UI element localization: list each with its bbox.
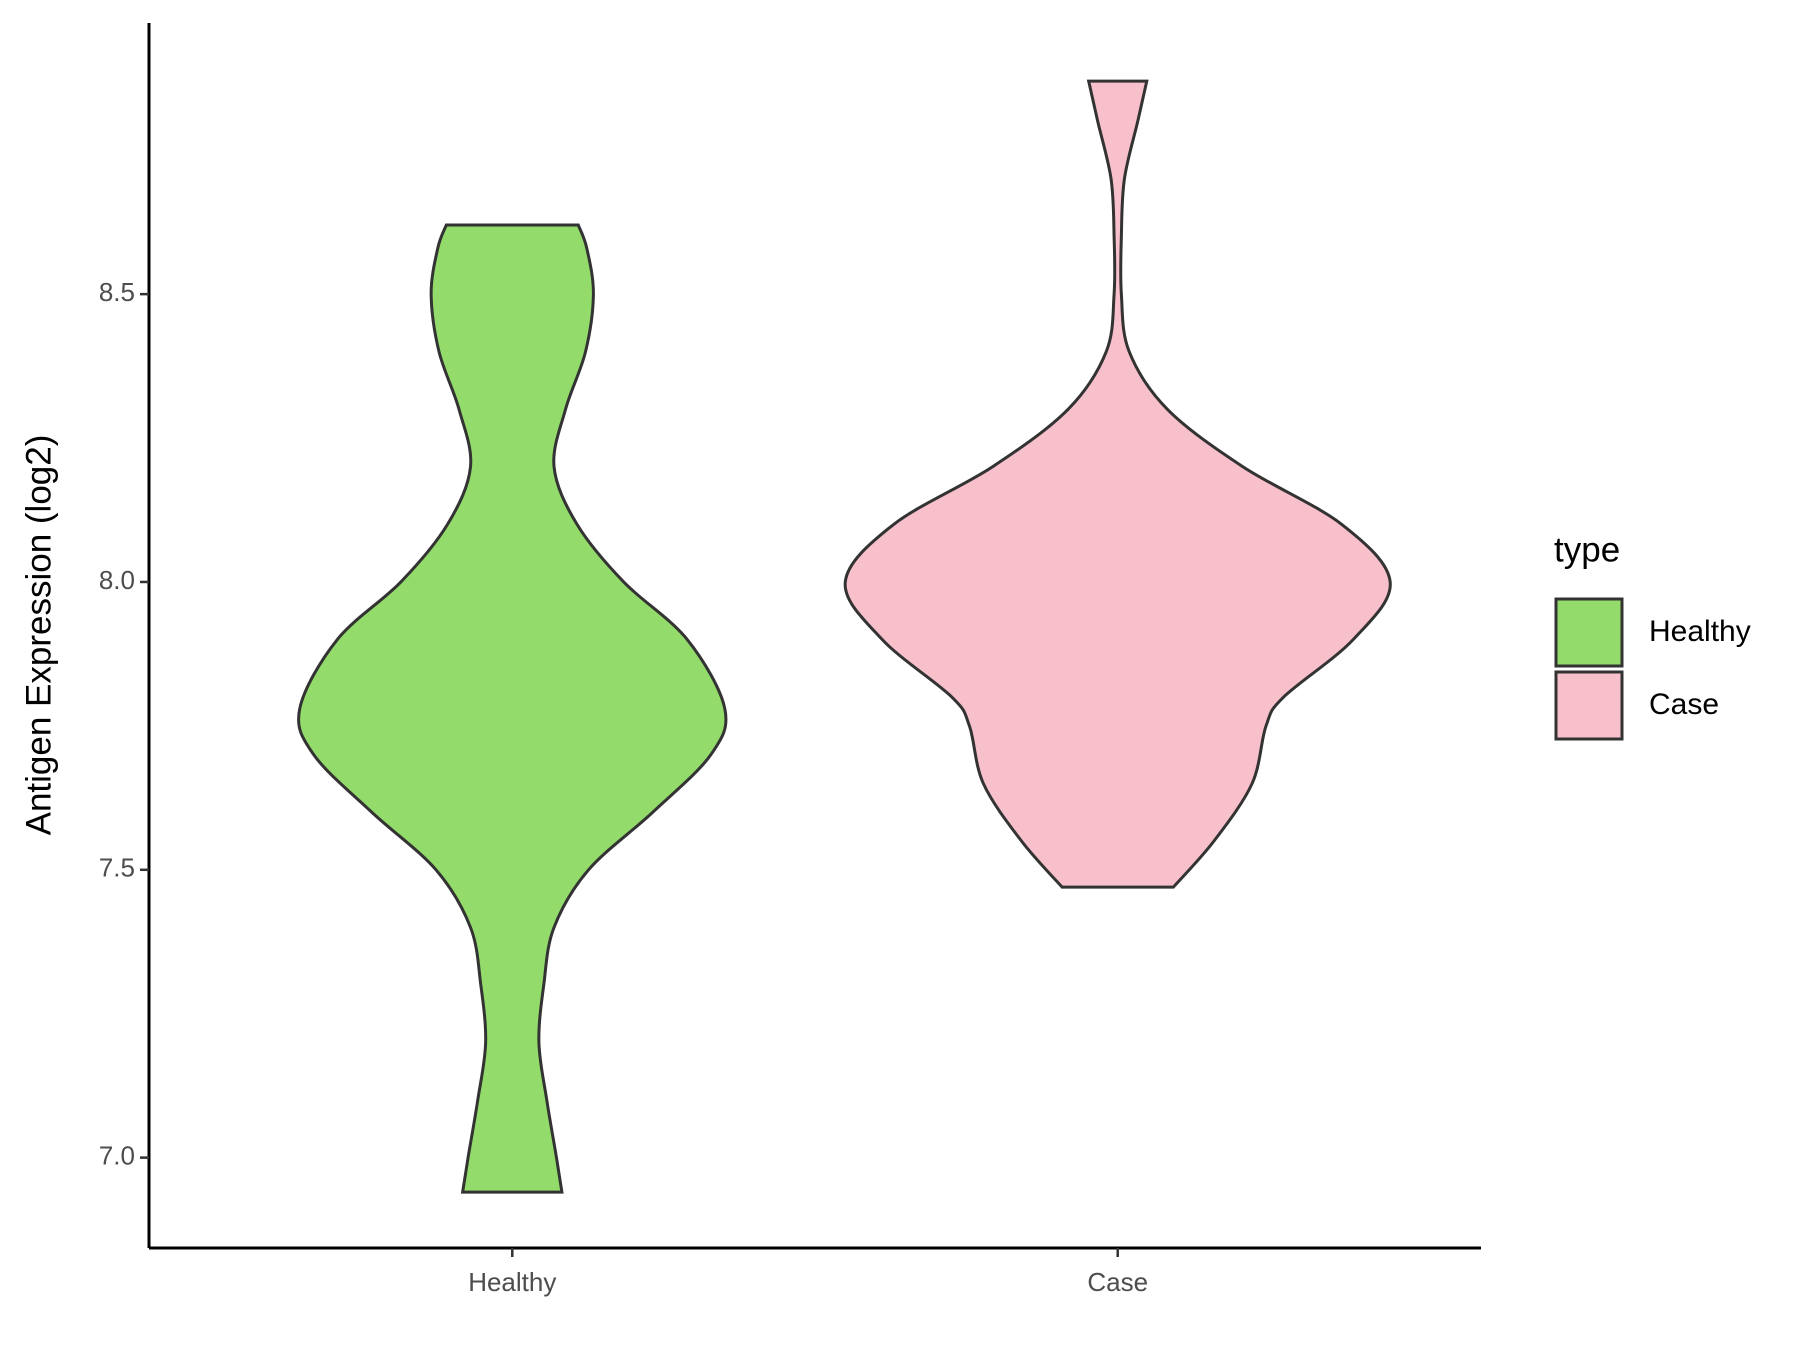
y-tick-label: 7.5 [99,853,135,883]
violin [297,223,728,1194]
y-tick-label: 7.0 [99,1140,135,1170]
legend-key [1554,597,1624,668]
legend-label: Healthy [1649,615,1751,648]
violin [843,79,1392,889]
legend-title: type [1554,530,1620,569]
y-tick-label: 8.5 [99,277,135,307]
x-tick-label: Healthy [468,1267,556,1297]
y-tick-label: 8.0 [99,565,135,595]
legend-label: Case [1649,688,1719,721]
y-axis-title: Antigen Expression (log2) [19,435,58,836]
legend-key [1554,670,1624,741]
x-tick-label: Case [1087,1267,1148,1297]
